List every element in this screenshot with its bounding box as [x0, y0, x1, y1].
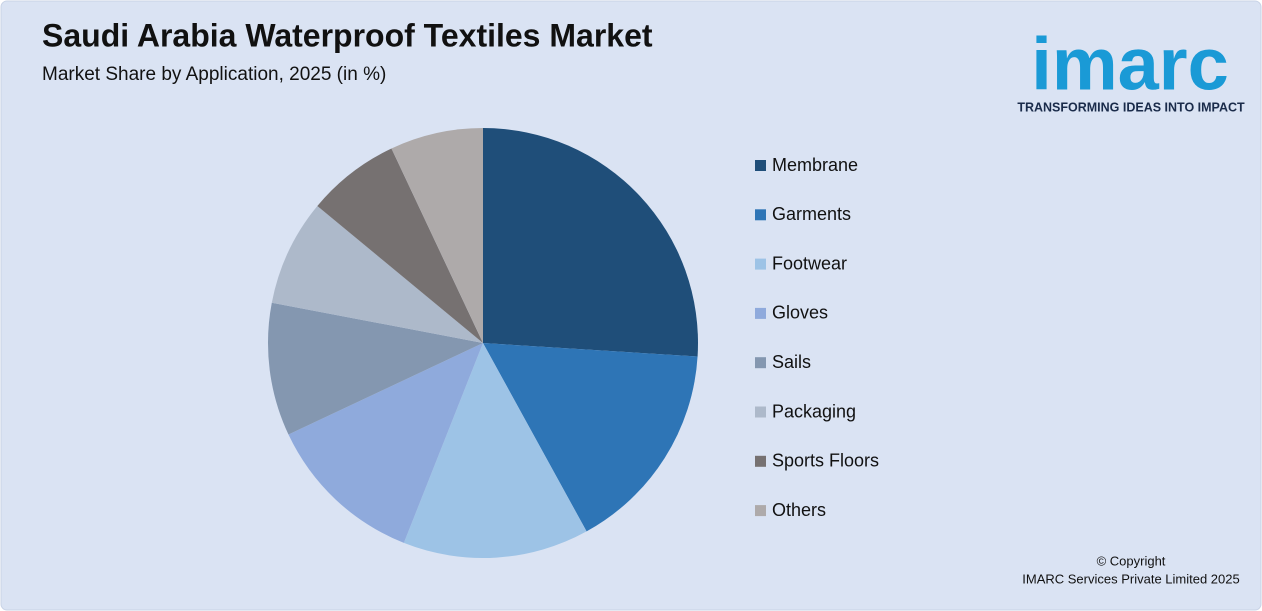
logo: imarc: [1031, 23, 1228, 106]
legend-swatch: [755, 505, 766, 517]
legend-swatch: [755, 209, 766, 221]
legend-label: Packaging: [772, 401, 856, 421]
legend-swatch: [755, 357, 766, 369]
legend-swatch: [755, 258, 766, 270]
logo-tagline: TRANSFORMING IDEAS INTO IMPACT: [1017, 100, 1245, 114]
chart-title: Saudi Arabia Waterproof Textiles Market: [42, 17, 653, 53]
pie-slice: [317, 148, 483, 343]
legend-label: Membrane: [772, 155, 858, 175]
legend-swatch: [755, 455, 766, 467]
legend-swatch: [755, 406, 766, 418]
copyright: © Copyright: [1097, 553, 1166, 568]
legend-label: Sails: [772, 352, 811, 372]
pie-slice: [268, 302, 483, 435]
pie-slice: [483, 343, 698, 532]
pie-slice: [483, 128, 698, 357]
legend-label: Garments: [772, 204, 851, 224]
pie-slice: [271, 205, 483, 343]
legend-label: Sports Floors: [772, 451, 879, 471]
legend-swatch: [755, 160, 766, 171]
company: IMARC Services Private Limited 2025: [1022, 571, 1239, 586]
pie-slice: [288, 343, 483, 543]
legend-label: Gloves: [772, 303, 828, 323]
pie-slice: [403, 343, 587, 558]
legend-swatch: [755, 307, 766, 319]
chart-subtitle: Market Share by Application, 2025 (in %): [42, 64, 386, 85]
legend-label: Others: [772, 500, 826, 520]
pie-slice: [391, 128, 483, 343]
legend-label: Footwear: [772, 253, 847, 273]
